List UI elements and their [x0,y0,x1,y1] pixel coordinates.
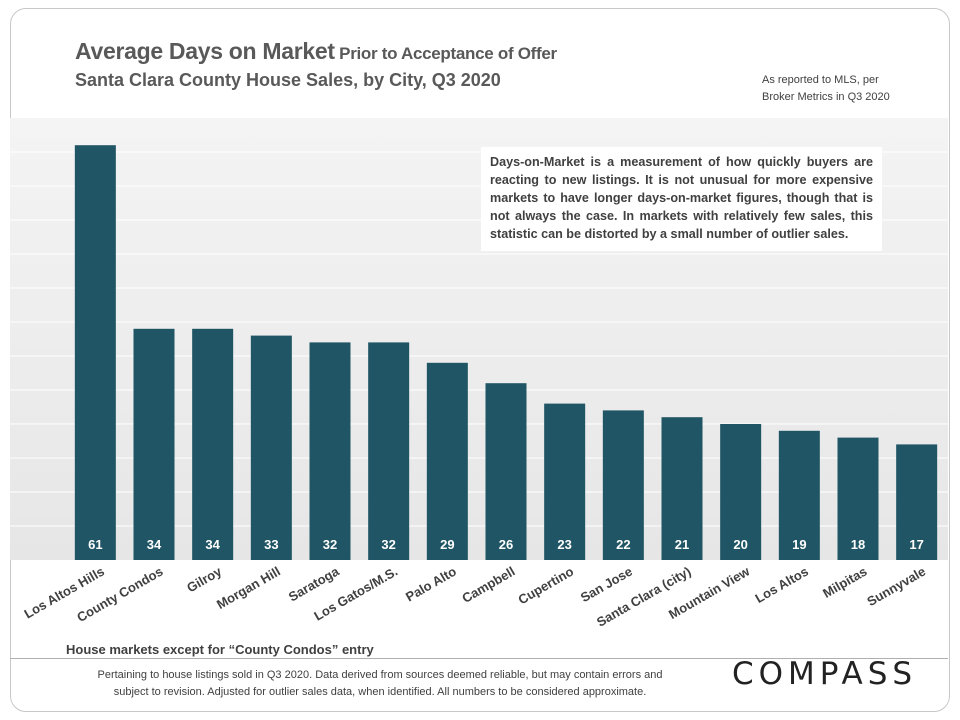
footer-disclaimer: Pertaining to house listings sold in Q3 … [50,667,710,701]
axis-note: House markets except for “County Condos”… [66,642,374,657]
annotation-box: Days-on-Market is a measurement of how q… [481,147,882,251]
data-label-7: 26 [499,537,513,552]
footer-divider [10,658,948,659]
source-line-1: As reported to MLS, per [762,74,879,86]
category-label-8: Cupertino [516,564,577,608]
data-label-5: 32 [381,537,395,552]
category-label-3: Morgan Hill [214,564,283,612]
category-label-13: Milpitas [820,564,869,601]
bar-10 [661,417,703,560]
bar-2 [192,328,234,560]
chart-title-main: Average Days on Market [75,38,335,64]
bar-0 [74,145,116,560]
data-label-6: 29 [440,537,454,552]
bar-6 [426,362,468,560]
bar-7 [485,383,527,560]
data-label-9: 22 [616,537,630,552]
category-label-2: Gilroy [184,563,225,595]
data-label-13: 18 [851,537,865,552]
chart-title: Average Days on Market Prior to Acceptan… [75,38,557,65]
bar-3 [250,335,292,560]
chart-subtitle: Santa Clara County House Sales, by City,… [75,70,501,90]
bar-4 [309,342,351,560]
data-label-4: 32 [323,537,337,552]
data-label-0: 61 [88,537,102,552]
data-label-1: 34 [147,537,162,552]
bar-5 [368,342,410,560]
bar-11 [720,424,762,560]
compass-logo: COMPASS [732,656,918,692]
data-label-10: 21 [675,537,689,552]
category-label-12: Los Altos [752,564,810,606]
bar-12 [778,430,820,560]
bar-8 [544,403,586,560]
category-label-14: Sunnyvale [864,564,928,610]
data-label-8: 23 [557,537,571,552]
category-label-6: Palo Alto [403,564,459,605]
bar-9 [602,410,644,560]
data-label-14: 17 [909,537,923,552]
source-note: As reported to MLS, per Broker Metrics i… [762,72,890,106]
bar-14 [896,444,938,560]
category-label-7: Campbell [459,564,517,606]
chart-title-rest: Prior to Acceptance of Offer [334,44,557,63]
data-label-11: 20 [733,537,747,552]
data-label-12: 19 [792,537,806,552]
data-label-3: 33 [264,537,278,552]
footer-line-2: subject to revision. Adjusted for outlie… [113,686,647,698]
bar-1 [133,328,175,560]
source-line-2: Broker Metrics in Q3 2020 [762,91,890,103]
bar-13 [837,437,879,560]
footer-line-1: Pertaining to house listings sold in Q3 … [97,669,663,681]
data-label-2: 34 [205,537,220,552]
